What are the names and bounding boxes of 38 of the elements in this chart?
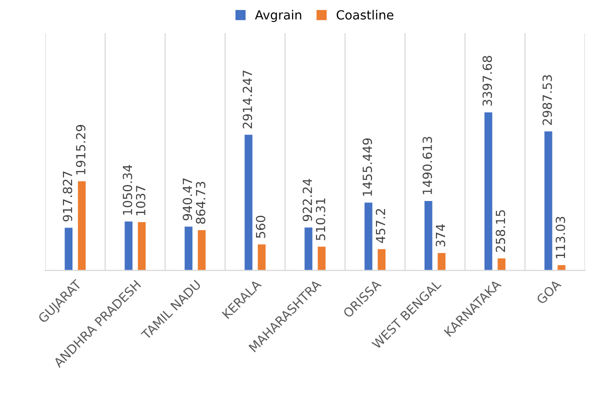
data-label: 510.31 [316,198,326,240]
bar [544,131,552,270]
bar [304,227,312,270]
data-label: 1050.34 [122,164,132,215]
data-label: 940.47 [182,178,192,220]
bar [498,258,506,270]
bar [184,226,192,270]
bar [364,202,372,270]
data-label: 2987.53 [542,75,552,125]
data-label: 3397.68 [482,56,492,106]
bar [378,249,386,270]
data-label: 560 [256,216,266,238]
legend-label: Coastline [336,10,394,20]
data-label: 1490.613 [422,136,432,194]
bar [124,222,132,270]
bar [244,134,252,270]
bar [438,253,446,270]
bar [78,181,86,270]
data-label: 374 [436,224,446,246]
bar [424,201,432,270]
bar [64,228,73,270]
legend-label: Avgrain [254,10,302,22]
data-label: 917.827 [62,172,72,222]
data-label: 922.24 [302,178,312,222]
data-label: 457.2 [376,209,386,243]
data-label: 113.03 [556,216,566,258]
bar [258,244,266,270]
data-label: 1037 [136,186,146,216]
data-label: 1455.449 [362,138,372,196]
bar [198,230,206,270]
bar [318,246,326,270]
bar [558,265,566,270]
data-label: 258.15 [496,210,506,252]
data-label: 1915.29 [76,124,86,174]
bar [484,112,492,270]
bar [138,222,146,270]
data-label: 864.73 [196,182,206,224]
data-label: 2914.247 [242,70,252,128]
